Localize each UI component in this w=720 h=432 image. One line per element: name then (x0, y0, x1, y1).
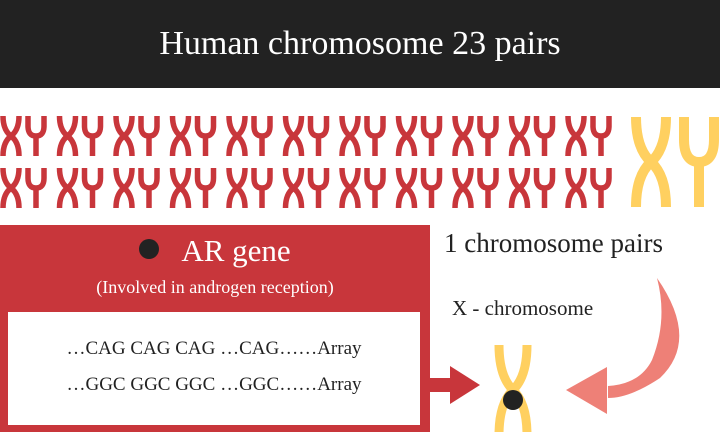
x-chromosome-icon (565, 115, 587, 157)
y-chromosome-icon (420, 116, 443, 139)
x-chromosome-icon (282, 167, 305, 209)
x-chromosome-icon (339, 167, 361, 209)
x-chromosome-icon (452, 167, 474, 209)
y-chromosome-icon (477, 168, 499, 191)
y-chromosome-icon (138, 116, 160, 139)
gene-dot-icon (139, 239, 160, 259)
y-chromosome-icon (25, 168, 47, 191)
sequence-box: …CAG CAG CAG …CAG……Array …GGC GGC GGC …G… (8, 312, 420, 425)
y-chromosome-icon (138, 168, 160, 191)
y-chromosome-icon (533, 116, 556, 139)
pairs-label: 1 chromosome pairs (444, 228, 663, 258)
x-chromosome-icon (0, 115, 22, 157)
x-chromosome-icon (631, 116, 671, 208)
y-chromosome-icon (81, 168, 104, 191)
y-chromosome-icon (477, 116, 499, 139)
y-chromosome-icon (251, 116, 273, 139)
x-chromosome-icon (508, 115, 531, 157)
y-chromosome-icon (533, 168, 556, 191)
x-chromosome-icon (56, 167, 79, 209)
x-chromosome-icon (169, 167, 192, 209)
y-chromosome-icon (307, 116, 330, 139)
y-chromosome-icon (590, 116, 612, 139)
arrow-right-icon (430, 378, 452, 392)
y-chromosome-icon (194, 116, 217, 139)
x-chromosome-icon (226, 115, 248, 157)
y-chromosome-icon (364, 116, 386, 139)
sequence-line: …GGC GGC GGC …GGC……Array (66, 374, 362, 395)
y-chromosome-icon (251, 168, 273, 191)
x-chromosome-icon (395, 115, 418, 157)
x-chromosome-label: X - chromosome (452, 296, 594, 320)
x-chromosome-icon (226, 167, 248, 209)
y-chromosome-icon (307, 168, 330, 191)
curved-arrow-icon (608, 278, 680, 398)
y-chromosome-icon (81, 116, 104, 139)
x-chromosome-icon (452, 115, 474, 157)
x-chromosome-icon (0, 167, 22, 209)
title: Human chromosome 23 pairs (159, 25, 561, 62)
y-chromosome-icon (25, 116, 47, 139)
title-banner: Human chromosome 23 pairs (0, 0, 720, 88)
x-chromosome-icon (113, 115, 135, 157)
curved-arrow-head-icon (566, 367, 607, 414)
x-chromosome-icon (169, 115, 192, 157)
arrow-right-icon (450, 366, 480, 404)
gene-name: AR gene (181, 233, 291, 268)
sequence-line: …CAG CAG CAG …CAG……Array (66, 338, 362, 359)
y-chromosome-icon (679, 117, 719, 168)
y-chromosome-icon (420, 168, 443, 191)
ar-gene-title: AR gene (0, 233, 430, 269)
gene-description: (Involved in androgen reception) (96, 277, 334, 297)
ar-gene-panel: AR gene (Involved in androgen reception)… (0, 225, 430, 432)
y-chromosome-icon (364, 168, 386, 191)
gene-location-dot-icon (503, 390, 523, 410)
y-chromosome-icon (590, 168, 612, 191)
x-chromosome-icon (339, 115, 361, 157)
x-chromosome-icon (113, 167, 135, 209)
y-chromosome-icon (194, 168, 217, 191)
x-chromosome-icon (565, 167, 587, 209)
x-chromosome-icon (282, 115, 305, 157)
x-chromosome-icon (508, 167, 531, 209)
x-chromosome-icon (56, 115, 79, 157)
x-chromosome-icon (395, 167, 418, 209)
